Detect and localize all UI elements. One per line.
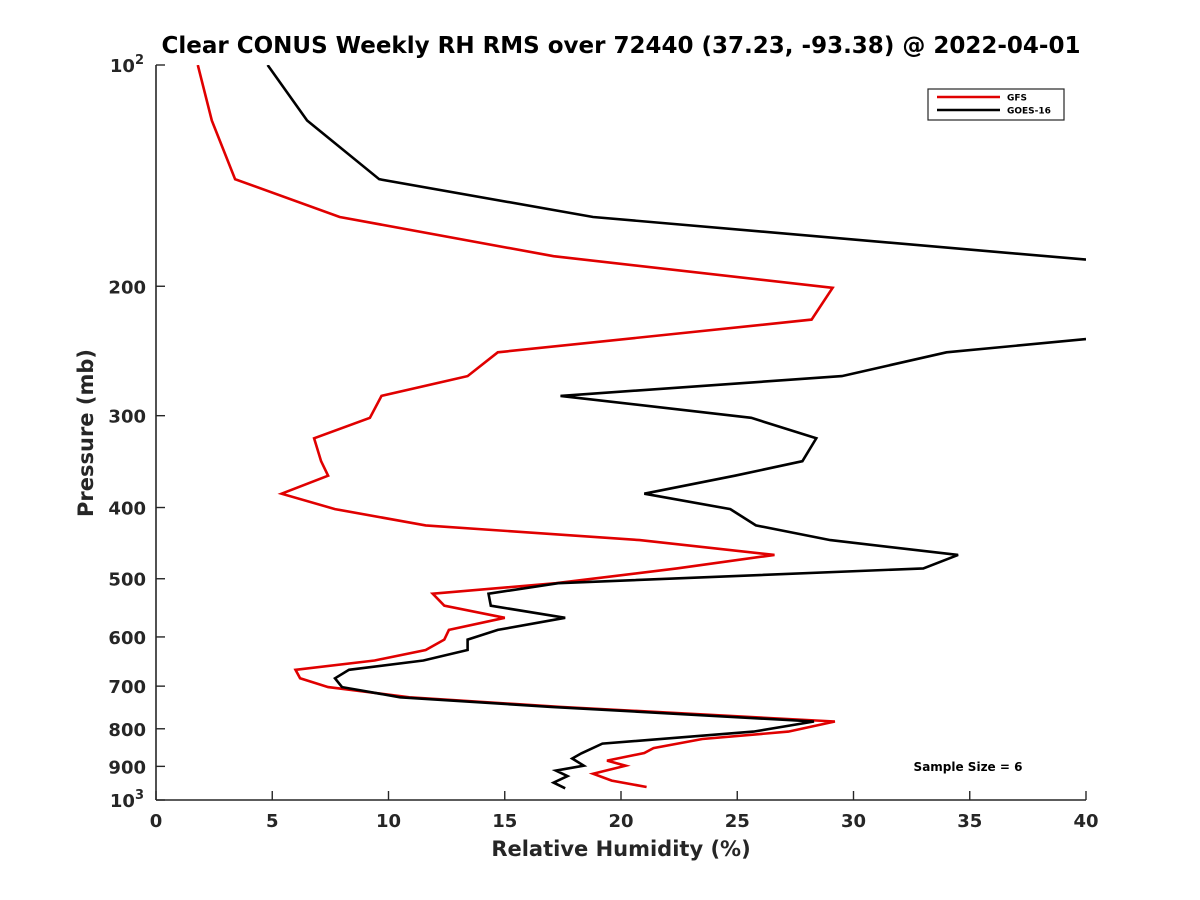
x-tick-label: 10	[376, 811, 401, 832]
x-tick-label: 40	[1073, 811, 1098, 832]
y-tick-label: 800	[108, 720, 146, 741]
y-tick-label: 700	[108, 677, 146, 698]
legend-label-goes-16: GOES-16	[1007, 107, 1051, 117]
chart-title: Clear CONUS Weekly RH RMS over 72440 (37…	[162, 33, 1081, 59]
series-line-gfs	[196, 65, 836, 789]
x-tick-label: 15	[492, 811, 517, 832]
x-tick-label: 5	[266, 811, 279, 832]
y-tick-label: 300	[108, 407, 146, 428]
y-tick-label: 103	[110, 788, 144, 812]
y-tick-label: 400	[108, 499, 146, 520]
y-tick-labels: 102 200 300 400 500 600 700 800 900 103	[108, 53, 146, 812]
x-tick-label: 20	[608, 811, 633, 832]
x-tick-label: 0	[150, 811, 163, 832]
series-layer	[196, 65, 1086, 790]
sample-size-annotation: Sample Size = 6	[914, 760, 1023, 774]
axes-layer	[155, 64, 1087, 801]
x-tick-label: 30	[841, 811, 866, 832]
x-tick-labels: 0 5 10 15 20 25 30 35 40	[150, 811, 1099, 832]
y-axis-label: Pressure (mb)	[74, 349, 98, 517]
legend: GFS GOES-16	[927, 88, 1065, 121]
x-tick-label: 25	[725, 811, 750, 832]
plot-background	[156, 65, 1086, 800]
plot-area	[156, 65, 1086, 800]
x-tick-label: 35	[957, 811, 982, 832]
y-tick-label: 900	[108, 757, 146, 778]
legend-box	[927, 88, 1065, 121]
y-tick-label: 102	[110, 53, 144, 77]
series-line-goes-16	[266, 65, 1086, 790]
y-tick-label: 200	[108, 277, 146, 298]
y-tick-label: 500	[108, 570, 146, 591]
legend-label-gfs: GFS	[1007, 94, 1027, 104]
x-axis-label: Relative Humidity (%)	[491, 837, 750, 861]
y-tick-label: 600	[108, 628, 146, 649]
